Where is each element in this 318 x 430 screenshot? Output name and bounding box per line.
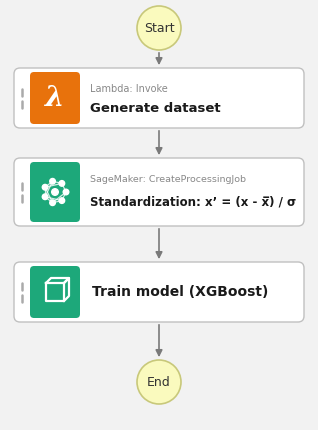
Circle shape <box>137 360 181 404</box>
FancyBboxPatch shape <box>14 158 304 226</box>
Text: Generate dataset: Generate dataset <box>90 101 221 114</box>
Text: End: End <box>147 375 171 388</box>
Circle shape <box>42 194 48 200</box>
Circle shape <box>63 189 69 195</box>
Text: Standardization: x’ = (x - x̅) / σ: Standardization: x’ = (x - x̅) / σ <box>90 196 296 209</box>
Circle shape <box>52 189 58 195</box>
Text: Lambda: Invoke: Lambda: Invoke <box>90 84 168 94</box>
Text: Start: Start <box>144 22 174 34</box>
FancyBboxPatch shape <box>30 72 80 124</box>
Circle shape <box>59 181 65 186</box>
FancyBboxPatch shape <box>14 262 304 322</box>
FancyBboxPatch shape <box>14 68 304 128</box>
Text: Train model (XGBoost): Train model (XGBoost) <box>92 285 268 299</box>
Text: λ: λ <box>45 85 65 111</box>
FancyBboxPatch shape <box>30 266 80 318</box>
FancyBboxPatch shape <box>30 162 80 222</box>
Circle shape <box>42 184 48 190</box>
Circle shape <box>137 6 181 50</box>
Circle shape <box>59 198 65 203</box>
Circle shape <box>50 178 55 184</box>
Text: SageMaker: CreateProcessingJob: SageMaker: CreateProcessingJob <box>90 175 246 184</box>
Circle shape <box>50 200 55 206</box>
